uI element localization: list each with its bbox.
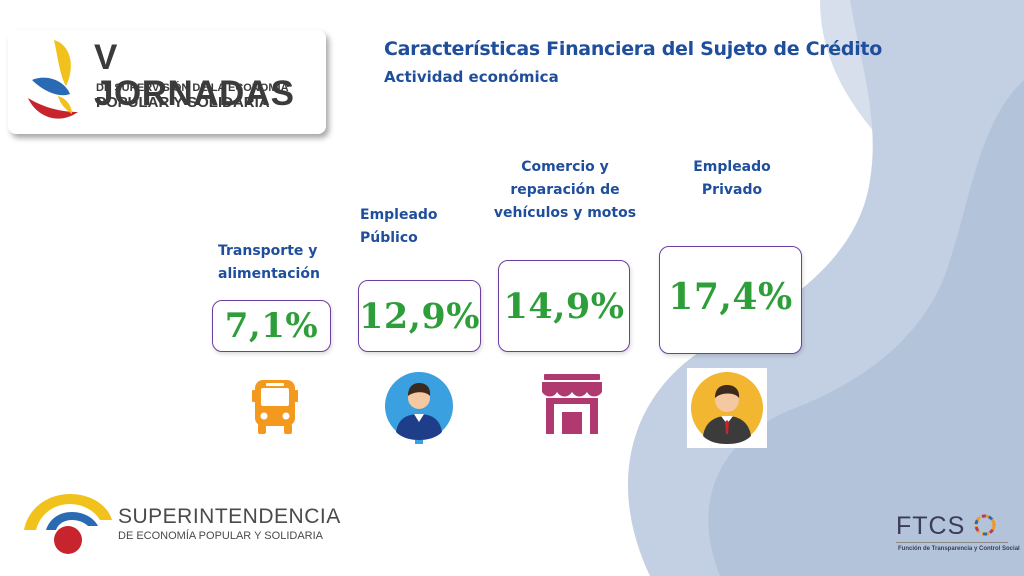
logo-title: V JORNADAS [94,38,295,113]
footer-org-subtitle: DE ECONOMÍA POPULAR Y SOLIDARIA [118,530,323,542]
ftcs-logo-text: FTCS [896,512,966,540]
category-label-public-employee: Empleado Público [360,207,438,246]
ftcs-caption: Función de Transparencia y Control Socia… [898,546,1020,552]
value-box-commerce: 14,9% [498,260,630,352]
private-employee-icon [687,368,767,448]
ftcs-ring-icon [974,514,996,536]
value-private-employee: 17,4% [668,276,793,318]
value-box-transport: 7,1% [212,300,331,352]
value-box-private-employee: 17,4% [659,246,802,354]
ftcs-logo: FTCS [896,512,997,540]
public-employee-icon [385,372,453,444]
jornadas-emblem-icon [28,40,78,119]
value-transport: 7,1% [224,306,319,346]
bus-icon [252,380,298,434]
value-public-employee: 12,9% [359,295,481,337]
page-title: Características Financiera del Sujeto de… [384,38,882,60]
category-label-transport: Transporte y alimentación [218,243,320,282]
logo-subtitle-line2: POPULAR Y SOLIDARIA [96,94,270,111]
store-icon [542,374,602,434]
superintendencia-emblem-icon [24,494,112,554]
value-commerce: 14,9% [503,285,625,327]
page-subtitle: Actividad económica [384,68,559,86]
category-label-private-employee: Empleado Privado [693,159,771,198]
value-box-public-employee: 12,9% [358,280,481,352]
jornadas-logo: V JORNADAS DE SUPERVISIÓN DE LA ECONOMÍA… [8,30,326,134]
footer-org-name: SUPERINTENDENCIA [118,505,341,528]
ftcs-divider [896,542,1008,543]
logo-subtitle-line1: DE SUPERVISIÓN DE LA ECONOMÍA [96,82,289,94]
category-label-commerce: Comercio y reparación de vehículos y mot… [493,159,637,221]
